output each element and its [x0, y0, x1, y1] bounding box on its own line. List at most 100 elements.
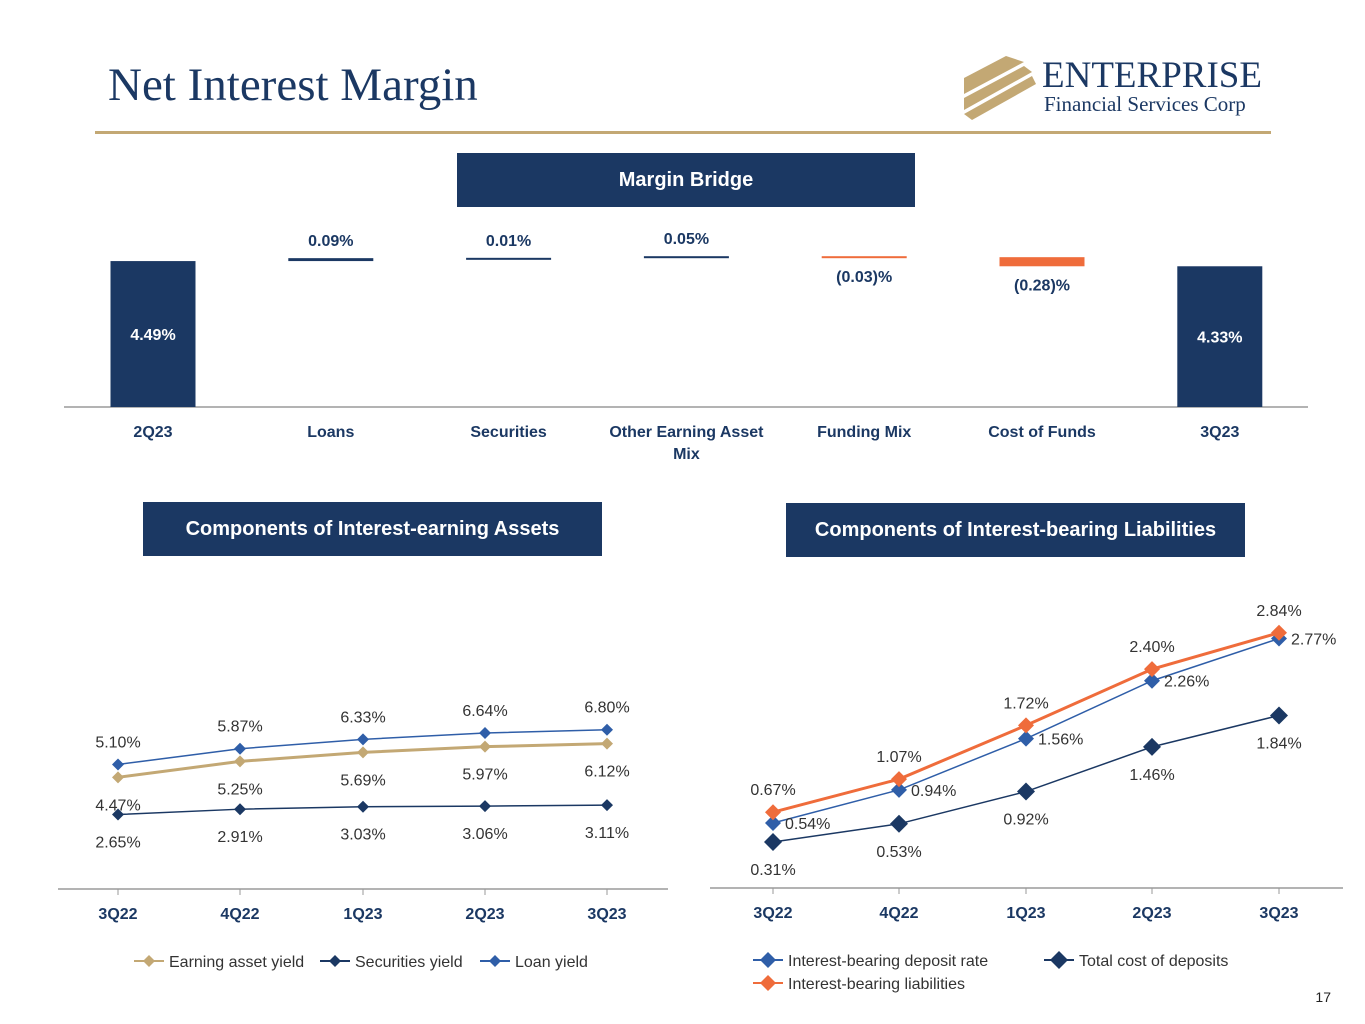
series-2-point-3 [479, 726, 491, 739]
series-1-point-1 [234, 803, 246, 816]
legend-marker-0 [760, 952, 776, 968]
series-2-label-3: 2.40% [1129, 639, 1174, 656]
series-0-point-1 [891, 781, 907, 798]
series-0-point-4 [601, 737, 613, 750]
bridge-category-label-5: Cost of Funds [988, 424, 1096, 441]
series-2-point-1 [891, 771, 907, 788]
series-2-point-0 [765, 804, 781, 821]
series-0-label-2: 1.56% [1038, 732, 1083, 749]
liabilities-line-chart: 3Q22 4Q22 1Q23 2Q23 3Q23 0.54% 0.94% 1.56% 2.26%… [710, 603, 1343, 993]
logo-mark-icon [964, 56, 1036, 120]
series-2-label-1: 1.07% [876, 749, 921, 766]
series-0-label-4: 6.12% [584, 764, 629, 781]
assets-line-chart: 3Q22 4Q22 1Q23 2Q23 3Q23 4.47% 5.25% 5.69% 5.97%… [58, 700, 668, 971]
x-tick-label-3: 2Q23 [1132, 905, 1171, 922]
series-0-point-1 [234, 755, 246, 768]
series-0-label-3: 5.97% [462, 767, 507, 784]
series-1-label-4: 1.84% [1256, 735, 1301, 752]
series-2-label-4: 6.80% [584, 700, 629, 717]
bridge-value-label-3: 0.05% [664, 231, 709, 248]
series-1-label-1: 2.91% [217, 829, 262, 846]
series-1-point-2 [1017, 782, 1035, 801]
series-1-point-2 [357, 800, 369, 813]
x-tick-label-2: 1Q23 [1006, 905, 1045, 922]
series-1-point-4 [1270, 706, 1288, 725]
series-0-label-0: 0.54% [785, 816, 830, 833]
bridge-bar-5 [999, 257, 1085, 267]
series-2-label-3: 6.64% [462, 703, 507, 720]
series-0-label-1: 0.94% [911, 783, 956, 800]
bridge-category-label-1: Loans [307, 424, 354, 441]
bridge-category-label-4: Funding Mix [817, 424, 911, 441]
series-2-label-1: 5.87% [217, 719, 262, 736]
margin-bridge-chart: 4.49% 2Q23 0.09% Loans 0.01% Securities 0.05% O… [64, 231, 1308, 463]
series-2-label-2: 1.72% [1003, 695, 1048, 712]
x-tick-label-0: 3Q22 [753, 905, 792, 922]
series-2-point-2 [357, 733, 369, 746]
series-0-label-3: 2.26% [1164, 674, 1209, 691]
bridge-bar-0 [110, 261, 196, 407]
series-1-label-0: 2.65% [95, 835, 140, 852]
series-0-label-2: 5.69% [340, 772, 385, 789]
series-1-point-1 [890, 814, 908, 833]
logo-subtitle: Financial Services Corp [1044, 92, 1246, 116]
series-2-point-4 [601, 723, 613, 736]
x-tick-label-0: 3Q22 [98, 906, 137, 923]
bridge-value-label-1: 0.09% [308, 233, 353, 250]
series-1-label-1: 0.53% [876, 844, 921, 861]
x-tick-label-1: 4Q22 [879, 905, 918, 922]
series-1-label-3: 3.06% [462, 826, 507, 843]
series-1-point-3 [479, 800, 491, 813]
series-0-point-2 [1018, 730, 1034, 747]
series-0-label-0: 4.47% [95, 797, 140, 814]
series-1-label-2: 0.92% [1003, 812, 1048, 829]
legend-marker-2 [760, 975, 776, 991]
legend-label-1: Securities yield [355, 954, 463, 971]
bridge-bar-4 [821, 256, 907, 259]
logo-name: ENTERPRISE [1042, 55, 1262, 96]
bridge-bar-2 [466, 257, 552, 260]
company-logo: ENTERPRISE Financial Services Corp [962, 55, 1274, 122]
series-0-point-2 [357, 746, 369, 759]
x-tick-label-4: 3Q23 [1259, 905, 1298, 922]
series-0-point-3 [479, 740, 491, 753]
bridge-category-label-2: Securities [470, 424, 547, 441]
series-2-point-0 [112, 758, 124, 771]
series-2-label-2: 6.33% [340, 709, 385, 726]
series-1-label-3: 1.46% [1129, 767, 1174, 784]
bridge-category-label-3: Other Earning Asset Mix [609, 424, 764, 463]
legend-marker-1 [329, 955, 341, 967]
series-2-label-0: 0.67% [750, 782, 795, 799]
x-tick-label-4: 3Q23 [587, 906, 626, 923]
legend-label-2: Loan yield [515, 954, 588, 971]
series-1-point-0 [112, 808, 124, 821]
bridge-value-label-5: (0.28)% [1014, 277, 1070, 294]
legend-marker-0 [143, 955, 155, 967]
page-number: 17 [1315, 989, 1331, 1005]
legend-label-0: Interest-bearing deposit rate [788, 953, 988, 970]
margin-bridge-title: Margin Bridge [457, 153, 915, 207]
bridge-category-label-0: 2Q23 [133, 424, 172, 441]
series-1-label-0: 0.31% [750, 862, 795, 879]
x-tick-label-2: 1Q23 [343, 906, 382, 923]
series-1-point-4 [601, 799, 613, 812]
legend-label-2: Interest-bearing liabilities [788, 976, 965, 993]
x-tick-label-3: 2Q23 [465, 906, 504, 923]
series-1-point-3 [1143, 737, 1161, 756]
bridge-bar-1 [288, 258, 374, 262]
bridge-value-label-4: (0.03)% [836, 269, 892, 286]
bridge-value-label-0: 4.49% [130, 327, 175, 344]
legend-marker-2 [489, 955, 501, 967]
legend-label-1: Total cost of deposits [1079, 953, 1228, 970]
bridge-category-label-6: 3Q23 [1200, 424, 1239, 441]
series-2-label-4: 2.84% [1256, 603, 1301, 620]
series-2-point-1 [234, 742, 246, 755]
liabilities-chart-title: Components of Interest-bearing Liabiliti… [786, 503, 1245, 557]
page-title: Net Interest Margin [108, 59, 478, 111]
series-2-point-4 [1271, 624, 1287, 641]
assets-chart-title: Components of Interest-earning Assets [143, 502, 602, 556]
series-0-point-3 [1144, 672, 1160, 689]
x-tick-label-1: 4Q22 [220, 906, 259, 923]
series-1-point-0 [764, 833, 782, 851]
series-0-label-1: 5.25% [217, 781, 262, 798]
